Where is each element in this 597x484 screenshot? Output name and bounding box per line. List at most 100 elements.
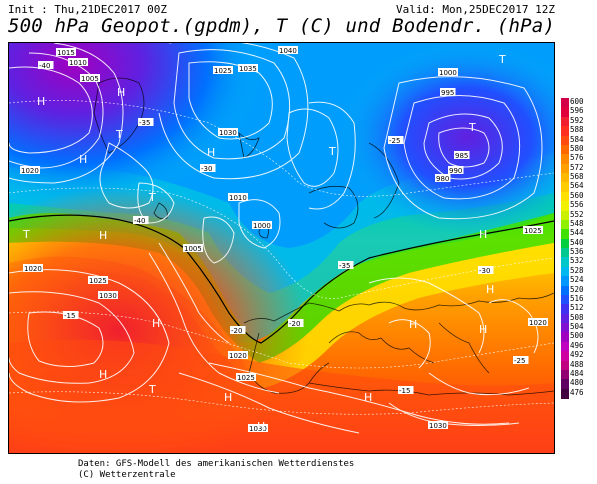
data-source: Daten: GFS-Modell des amerikanischen Wet…	[78, 459, 355, 469]
pressure-label-bg	[238, 64, 258, 72]
pressure-isobar-label: 1015	[57, 49, 75, 57]
temperature-label-bg	[63, 311, 79, 319]
legend-value: 532	[570, 256, 584, 266]
valid-time: Valid: Mon,25DEC2017 12Z	[396, 3, 555, 16]
pressure-isobar-label: 1035	[239, 65, 257, 73]
pressure-label-bg	[448, 166, 464, 174]
legend-value: 540	[570, 237, 584, 247]
legend-swatch	[561, 351, 569, 361]
legend-swatch	[561, 248, 569, 258]
legend-value: 560	[570, 190, 584, 200]
legend-swatch	[561, 154, 569, 165]
legend-swatch	[561, 229, 569, 240]
legend-swatch	[561, 276, 569, 286]
copyright: (C) Wetterzentrale	[78, 470, 176, 480]
high-pressure-center: H	[207, 146, 215, 159]
pressure-label-bg	[183, 244, 203, 252]
legend-swatch	[561, 360, 569, 371]
pressure-isobar-label: 990	[449, 167, 462, 175]
temperature-isotherm-label: -35	[139, 119, 150, 127]
pressure-label-bg	[68, 58, 88, 66]
low-pressure-center: T	[498, 53, 506, 66]
legend-value: 520	[570, 284, 584, 294]
low-pressure-center: T	[115, 128, 123, 141]
low-pressure-center: T	[148, 191, 156, 204]
legend-value: 484	[570, 368, 584, 378]
legend-swatch	[561, 294, 569, 305]
temperature-isotherm-label: -40	[134, 217, 145, 225]
pressure-label-bg	[228, 351, 248, 359]
init-time: Init : Thu,21DEC2017 00Z	[8, 3, 167, 16]
legend-swatch	[561, 126, 569, 136]
pressure-isobar-label: 1025	[214, 67, 232, 75]
high-pressure-center: H	[479, 323, 487, 336]
legend-swatch	[561, 285, 569, 296]
legend-swatch	[561, 144, 569, 155]
legend-value: 536	[570, 247, 584, 256]
legend-value: 496	[570, 340, 584, 350]
low-pressure-center: T	[22, 228, 30, 241]
high-pressure-center: H	[257, 420, 265, 433]
pressure-label-bg	[218, 128, 238, 136]
legend-value: 576	[570, 153, 584, 163]
legend-swatch	[561, 257, 569, 268]
pressure-label-bg	[228, 193, 248, 201]
pressure-isobar-label: 995	[441, 89, 454, 97]
legend-swatch	[561, 116, 569, 127]
pressure-label-bg	[20, 166, 40, 174]
legend-swatch	[561, 379, 569, 390]
legend-swatch	[561, 332, 569, 343]
legend-value: 580	[570, 143, 584, 153]
legend-swatch	[561, 107, 569, 118]
high-pressure-center: H	[99, 368, 107, 381]
temperature-label-bg	[478, 266, 494, 274]
pressure-isobar-label: 1025	[524, 227, 542, 235]
high-pressure-center: H	[152, 317, 160, 330]
pressure-label-bg	[428, 421, 448, 429]
legend-value: 548	[570, 218, 584, 228]
temperature-label-bg	[338, 261, 354, 269]
legend-value: 508	[570, 312, 584, 322]
legend-swatch	[561, 98, 569, 108]
pressure-label-bg	[528, 318, 548, 326]
temperature-label-bg	[133, 216, 149, 224]
legend-value: 592	[570, 115, 584, 125]
legend-value: 564	[570, 181, 584, 191]
legend-swatch	[561, 135, 569, 146]
legend-swatch	[561, 163, 569, 174]
legend-swatch	[561, 323, 569, 333]
pressure-isobar-label: 1010	[69, 59, 87, 67]
low-pressure-center: T	[468, 121, 476, 134]
legend-value: 588	[570, 125, 584, 135]
pressure-isobar-label: 1005	[184, 245, 202, 253]
legend-value: 568	[570, 172, 584, 181]
temperature-label-bg	[513, 356, 529, 364]
temperature-label-bg	[138, 118, 154, 126]
high-pressure-center: H	[479, 228, 487, 241]
temperature-label-bg	[388, 136, 404, 144]
pressure-isobar-label: 1025	[237, 374, 255, 382]
temperature-isotherm-label: -25	[389, 137, 400, 145]
pressure-label-bg	[56, 48, 76, 56]
pressure-label-bg	[278, 46, 298, 54]
pressure-label-bg	[252, 221, 272, 229]
legend-swatch	[561, 313, 569, 324]
legend-swatch	[561, 266, 569, 277]
pressure-label-bg	[213, 66, 233, 74]
pressure-label-bg	[440, 88, 456, 96]
pressure-label-layer: 1015 1010 1005 1025 1040 1035 1030 1020 1000 995 9…	[20, 46, 548, 433]
high-pressure-center: H	[117, 86, 125, 99]
pressure-label-bg	[523, 226, 543, 234]
legend-swatch	[561, 191, 569, 202]
high-pressure-center: H	[486, 283, 494, 296]
color-scale-legend: 600 596 592 588 584 580 576 572 568 564 560 556 552 5…	[561, 98, 597, 399]
legend-value: 504	[570, 322, 584, 331]
temperature-label-bg	[398, 386, 414, 394]
pressure-isobar-label: 1010	[229, 194, 247, 202]
weather-map-canvas: 1015 1010 1005 1025 1040 1035 1030 1020 1000 995 9…	[9, 43, 554, 453]
legend-value: 552	[570, 209, 584, 219]
pressure-isobar-label: 980	[436, 175, 449, 183]
temperature-isotherm-label: -15	[64, 312, 75, 320]
pressure-label-bg	[80, 74, 100, 82]
temperature-isotherm-label: -35	[339, 262, 350, 270]
